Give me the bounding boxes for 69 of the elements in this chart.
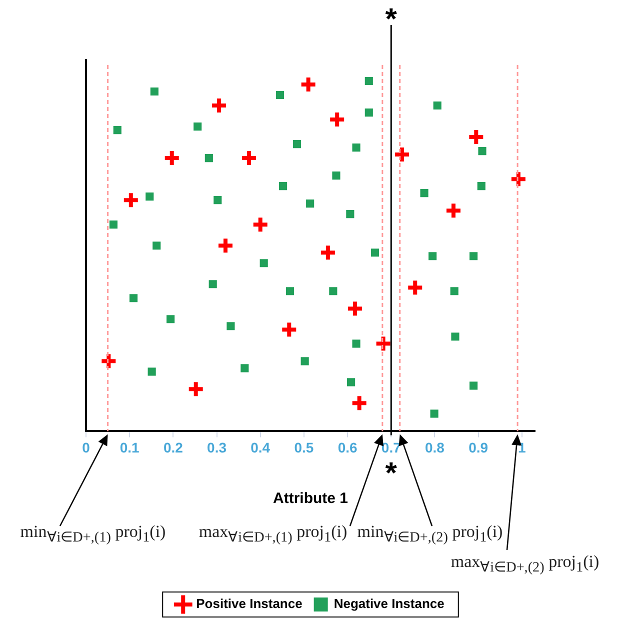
point: [433, 101, 442, 110]
point: [279, 182, 288, 190]
point: [450, 287, 458, 296]
annotation: *: [385, 457, 397, 490]
point: [292, 140, 302, 148]
point: [150, 87, 158, 96]
point: [186, 380, 205, 398]
point: [346, 300, 364, 318]
point: [444, 202, 462, 220]
x-tick-label: 0.8: [425, 439, 445, 456]
point: [208, 280, 217, 288]
text: max$_{∀i∈D+,(1)}$ proj$_{1}$(i): [198, 522, 348, 546]
x-tick-label: 0.9: [468, 439, 488, 456]
text: min$_{∀i∈D+,(2)}$ proj$_{1}$(i): [357, 522, 503, 546]
point: [280, 320, 298, 339]
point: [406, 278, 424, 297]
x-tick-label: 0: [82, 439, 90, 456]
point: [214, 196, 222, 204]
point: [194, 122, 202, 131]
point: [350, 394, 368, 412]
x-tick-label: 0.2: [163, 439, 184, 456]
point: [364, 108, 373, 117]
point: [260, 259, 268, 268]
point: [129, 294, 138, 302]
point: [166, 315, 175, 324]
point: [152, 242, 161, 250]
point: [251, 216, 270, 234]
point: [477, 182, 486, 190]
legend-label: Positive Instance: [196, 596, 302, 612]
point: [286, 287, 294, 296]
x-axis-title: Attribute 1: [273, 490, 348, 508]
point: [374, 334, 392, 353]
point: [122, 191, 140, 210]
point: [276, 90, 284, 100]
point: [329, 287, 338, 296]
text: max$_{∀i∈D+,(2)}$ proj$_{1}$(i): [450, 552, 600, 576]
point: [451, 332, 460, 341]
x-tick-label: 0.4: [250, 439, 270, 456]
point: [470, 252, 478, 260]
text: min$_{∀i∈D+,(1)}$ proj$_{1}$(i): [20, 522, 166, 546]
point: [478, 147, 486, 156]
point: [430, 410, 438, 418]
point: [113, 126, 122, 134]
point: [352, 340, 360, 348]
x-tick-label: 0.5: [294, 439, 314, 456]
point: [346, 210, 354, 218]
point: [240, 364, 249, 372]
point: [300, 357, 309, 366]
point: [306, 200, 314, 208]
point: [318, 244, 337, 262]
legend-label: Negative Instance: [334, 596, 444, 612]
point: [347, 378, 356, 386]
point: [364, 76, 373, 86]
point: [470, 382, 478, 390]
point: [148, 368, 156, 376]
x-tick-label: 0.1: [120, 439, 140, 456]
x-tick-label: 0.3: [207, 439, 227, 456]
point: [100, 352, 118, 370]
point: [109, 220, 118, 229]
point: [420, 189, 428, 198]
point: [332, 172, 340, 180]
x-tick-label: 0.6: [338, 439, 358, 456]
point: [146, 192, 154, 201]
point: [352, 144, 360, 152]
point: [428, 252, 437, 260]
ref-line-label: *: [385, 3, 397, 36]
point: [226, 322, 235, 330]
point: [204, 154, 213, 162]
point: [370, 248, 380, 257]
